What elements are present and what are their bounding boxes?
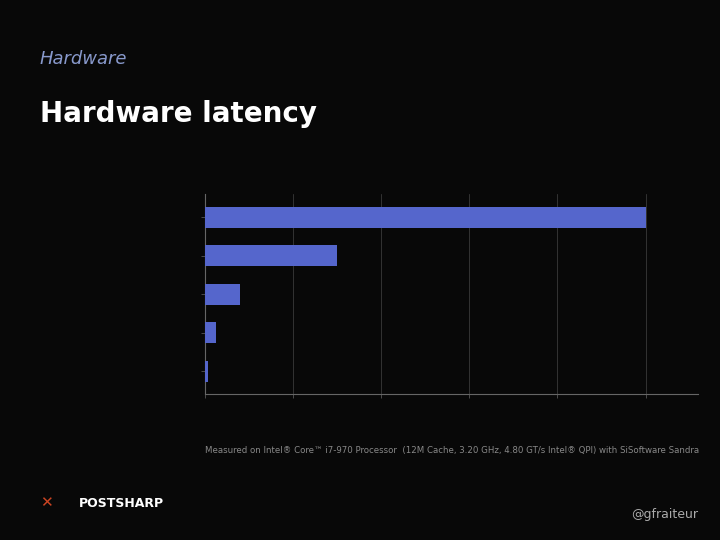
Bar	[205, 284, 240, 305]
Text: Hardware latency: Hardware latency	[40, 100, 317, 128]
Bar	[205, 207, 646, 228]
Bar	[205, 322, 216, 343]
Text: Hardware: Hardware	[40, 50, 127, 68]
Bar	[205, 361, 208, 382]
Bar	[205, 245, 337, 266]
Text: @gfraiteur: @gfraiteur	[631, 508, 698, 521]
Text: ✕: ✕	[40, 495, 53, 510]
Text: POSTSHARP: POSTSHARP	[79, 497, 164, 510]
Text: Measured on Intel® Core™ i7-970 Processor  (12M Cache, 3.20 GHz, 4.80 GT/s Intel: Measured on Intel® Core™ i7-970 Processo…	[205, 446, 699, 455]
